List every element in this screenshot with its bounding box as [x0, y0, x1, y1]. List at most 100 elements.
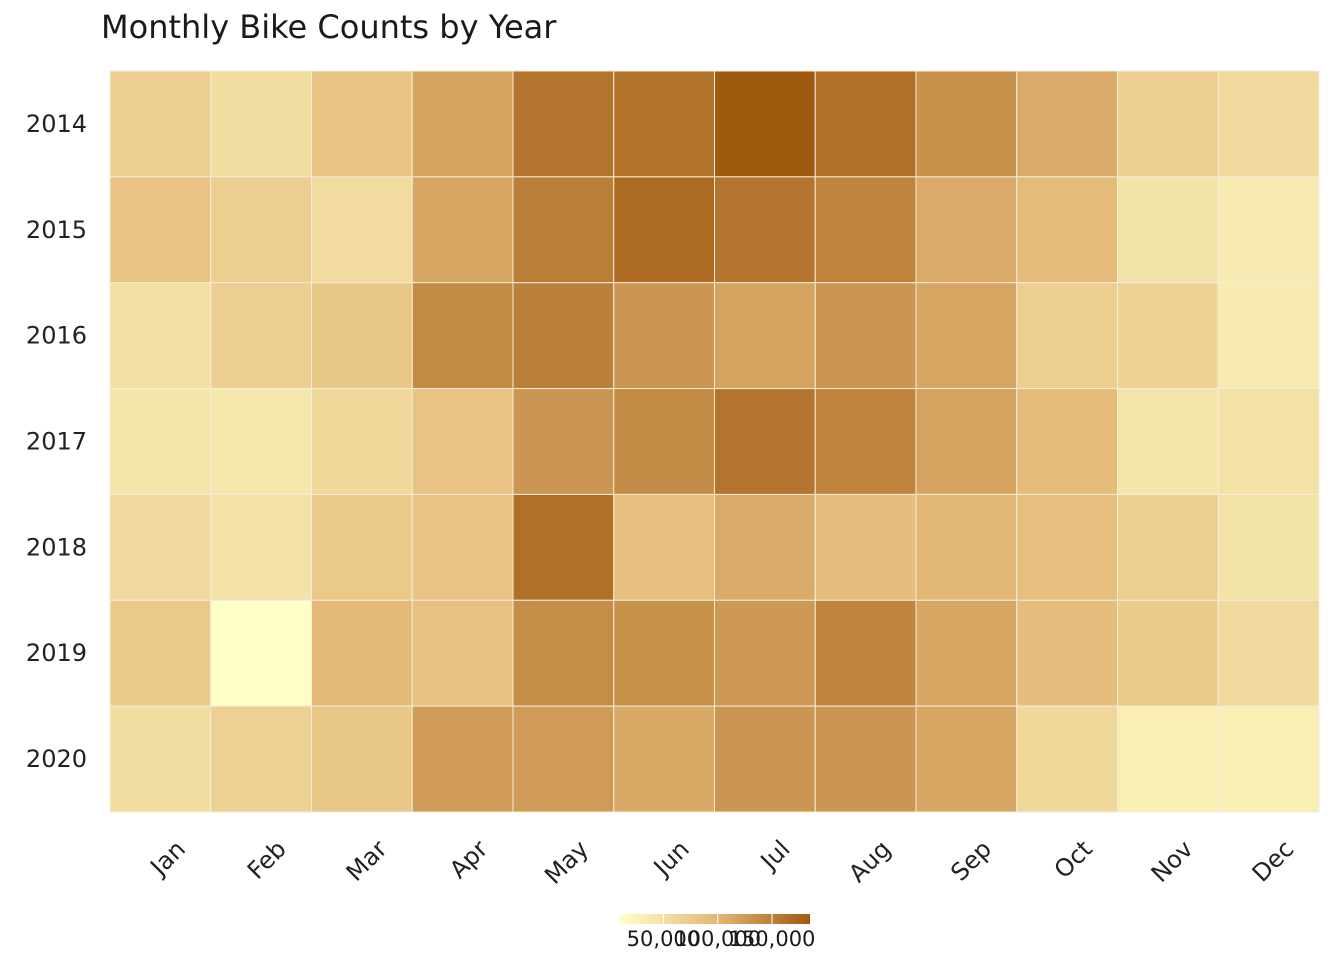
chart-title: Monthly Bike Counts by Year [101, 8, 557, 46]
heatmap-cell-2015-nov [1117, 176, 1219, 284]
x-tick-label: May [539, 835, 594, 890]
heatmap-cell-2019-feb [210, 599, 312, 707]
heatmap-cell-2019-jan [109, 599, 212, 707]
x-tick-label: Oct [1049, 835, 1098, 884]
heatmap-cell-2014-mar [311, 70, 413, 178]
heatmap-cell-2017-jun [613, 388, 715, 495]
heatmap-cell-2014-nov [1117, 70, 1219, 178]
heatmap-cell-2015-jul [714, 176, 816, 284]
heatmap-cell-2017-jan [109, 388, 212, 495]
x-tick-label: Sep [945, 835, 997, 887]
heatmap-cell-2020-feb [210, 705, 312, 813]
heatmap-cell-2016-dec [1217, 282, 1320, 390]
heatmap-cell-2020-oct [1016, 705, 1118, 813]
heatmap-cell-2020-jan [109, 705, 212, 813]
heatmap-cell-2016-jun [613, 282, 715, 390]
heatmap-cell-2014-apr [411, 70, 514, 178]
heatmap-cell-2020-dec [1217, 705, 1320, 813]
heatmap-cell-2020-mar [311, 705, 413, 813]
y-tick-label: 2014 [26, 110, 87, 138]
heatmap-cell-2014-dec [1217, 70, 1320, 178]
heatmap-cell-2014-jun [613, 70, 715, 178]
heatmap-cell-2018-mar [311, 493, 413, 601]
heatmap-cell-2019-aug [814, 599, 917, 707]
heatmap-cell-2018-aug [814, 493, 917, 601]
heatmap-cell-2015-sep [915, 176, 1018, 284]
heatmap-cell-2014-may [512, 70, 615, 178]
heatmap-cell-2017-sep [915, 388, 1018, 495]
heatmap-cell-2018-dec [1217, 493, 1320, 601]
heatmap-cell-2019-dec [1217, 599, 1320, 707]
heatmap-cell-2019-sep [915, 599, 1018, 707]
legend-tick-label: 100,000 [674, 927, 761, 951]
heatmap-cell-2018-nov [1117, 493, 1219, 601]
y-tick-label: 2020 [26, 745, 87, 773]
heatmap-cell-2017-nov [1117, 388, 1219, 495]
x-tick-label: Jan [144, 835, 191, 882]
heatmap-cell-2018-jan [109, 493, 212, 601]
heatmap-cell-2015-oct [1016, 176, 1118, 284]
legend-color-bar [620, 914, 810, 924]
heatmap-cell-2014-sep [915, 70, 1018, 178]
heatmap-cell-2020-nov [1117, 705, 1219, 813]
heatmap-cell-2020-jun [613, 705, 715, 813]
heatmap-cell-2017-may [512, 388, 615, 495]
x-axis-ticks: Jan Feb Mar Apr May Jun Jul Aug Sep Oct Nov Dec [144, 835, 1300, 890]
heatmap-cell-2014-aug [814, 70, 917, 178]
x-tick-label: Jul [754, 835, 796, 877]
heatmap-cell-2017-oct [1016, 388, 1118, 495]
x-tick-label: Mar [341, 835, 393, 887]
heatmap-cell-2018-feb [210, 493, 312, 601]
heatmap-cell-2016-jul [714, 282, 816, 390]
heatmap-cell-2020-sep [915, 705, 1018, 813]
heatmap-cell-2018-may [512, 493, 615, 601]
heatmap-cell-2015-dec [1217, 176, 1320, 284]
heatmap-cell-2015-jan [109, 176, 212, 284]
y-tick-label: 2018 [26, 533, 87, 561]
heatmap-cell-2017-apr [411, 388, 514, 495]
heatmap-cell-2018-jul [714, 493, 816, 601]
heatmap-cell-2017-aug [814, 388, 917, 495]
heatmap-cell-2016-oct [1016, 282, 1118, 390]
heatmap-cell-2016-nov [1117, 282, 1219, 390]
heatmap-cell-2016-apr [411, 282, 514, 390]
legend-tick-label: 50,000 [627, 927, 700, 951]
heatmap-cell-2014-oct [1016, 70, 1118, 178]
x-tick-label: Dec [1247, 835, 1300, 888]
x-tick-label: Feb [242, 835, 292, 885]
heatmap-cell-2018-apr [411, 493, 514, 601]
heatmap-cell-2015-apr [411, 176, 514, 284]
heatmap-cell-2018-oct [1016, 493, 1118, 601]
y-tick-label: 2016 [26, 322, 87, 350]
heatmap-cell-2019-oct [1016, 599, 1118, 707]
heatmap-cell-2014-jan [109, 70, 212, 178]
heatmap-cell-2019-jun [613, 599, 715, 707]
x-tick-label: Aug [843, 835, 896, 888]
heatmap-cell-2019-apr [411, 599, 514, 707]
heatmap-cell-2016-may [512, 282, 615, 390]
heatmap-cell-2017-jul [714, 388, 816, 495]
heatmap-cell-2019-mar [311, 599, 413, 707]
heatmap-cell-2018-sep [915, 493, 1018, 601]
y-tick-label: 2017 [26, 428, 87, 456]
y-tick-label: 2015 [26, 216, 87, 244]
heatmap-cell-2017-dec [1217, 388, 1320, 495]
y-tick-label: 2019 [26, 639, 87, 667]
heatmap-cell-2015-mar [311, 176, 413, 284]
heatmap-cell-2016-jan [109, 282, 212, 390]
heatmap-cell-2019-jul [714, 599, 816, 707]
heatmap-cell-2019-may [512, 599, 615, 707]
heatmap-cell-2018-jun [613, 493, 715, 601]
heatmap-cell-2017-feb [210, 388, 312, 495]
legend-tick-label: 150,000 [729, 927, 816, 951]
heatmap-cell-2015-may [512, 176, 615, 284]
heatmap-cell-2016-aug [814, 282, 917, 390]
x-tick-label: Nov [1146, 835, 1199, 888]
heatmap-cell-2016-mar [311, 282, 413, 390]
y-axis-ticks: 2014 2015 2016 2017 2018 2019 2020 [26, 110, 87, 773]
heatmap-cell-2019-nov [1117, 599, 1219, 707]
heatmap-cell-2016-feb [210, 282, 312, 390]
x-tick-label: Apr [444, 835, 493, 884]
heatmap-cells [109, 70, 1320, 813]
